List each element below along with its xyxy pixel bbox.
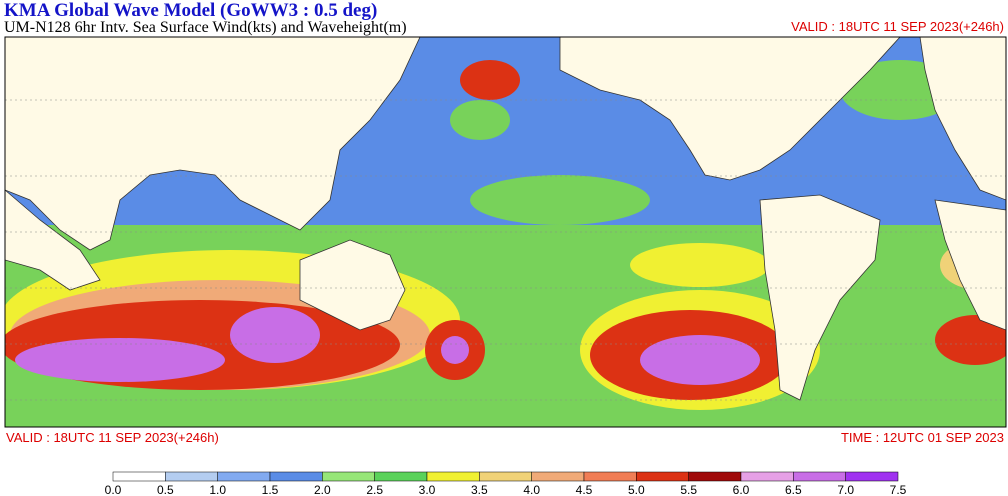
colorbar-box bbox=[112, 471, 166, 482]
colorbar-box bbox=[322, 471, 375, 482]
colorbar-label: 2.5 bbox=[366, 483, 383, 496]
colorbar-label: 3.5 bbox=[471, 483, 488, 496]
subtitle: UM-N128 6hr Intv. Sea Surface Wind(kts) … bbox=[4, 19, 407, 36]
colorbar-label: 5.5 bbox=[680, 483, 697, 496]
colorbar-box bbox=[688, 471, 742, 482]
colorbar-box bbox=[165, 471, 218, 482]
colorbar-box bbox=[269, 471, 323, 482]
init-time: TIME : 12UTC 01 SEP 2023 bbox=[841, 430, 1004, 445]
colorbar-box bbox=[740, 471, 794, 482]
colorbar-label: 3.0 bbox=[419, 483, 436, 496]
colorbar-box bbox=[636, 471, 689, 482]
colorbar-box bbox=[426, 471, 480, 482]
colorbar: 0.0 0.5 1.0 1.5 2.0 2.5 3.0 3.5 4.0 4.5 5.0 5.5 6.0 6… bbox=[105, 471, 907, 496]
map bbox=[4, 36, 1007, 428]
colorbar-box bbox=[217, 471, 271, 482]
colorbar-label: 0.5 bbox=[157, 483, 174, 496]
colorbar-label: 6.5 bbox=[785, 483, 802, 496]
colorbar-box bbox=[845, 471, 899, 482]
colorbar-label: 1.0 bbox=[209, 483, 226, 496]
colorbar-label: 2.0 bbox=[314, 483, 331, 496]
colorbar-label: 4.0 bbox=[523, 483, 540, 496]
colorbar-box bbox=[531, 471, 585, 482]
colorbar-label: 0.0 bbox=[105, 483, 122, 496]
title: KMA Global Wave Model (GoWW3 : 0.5 deg) bbox=[4, 0, 377, 21]
colorbar-label: 7.0 bbox=[837, 483, 854, 496]
colorbar-label: 1.5 bbox=[262, 483, 279, 496]
valid-top: VALID : 18UTC 11 SEP 2023(+246h) bbox=[791, 19, 1004, 34]
colorbar-label: 6.0 bbox=[733, 483, 750, 496]
colorbar-label: 5.0 bbox=[628, 483, 645, 496]
colorbar-box bbox=[793, 471, 846, 482]
colorbar-box bbox=[374, 471, 428, 482]
colorbar-box bbox=[583, 471, 637, 482]
valid-bottom: VALID : 18UTC 11 SEP 2023(+246h) bbox=[6, 430, 219, 445]
colorbar-box bbox=[479, 471, 532, 482]
colorbar-label: 4.5 bbox=[576, 483, 593, 496]
colorbar-label: 7.5 bbox=[890, 483, 907, 496]
